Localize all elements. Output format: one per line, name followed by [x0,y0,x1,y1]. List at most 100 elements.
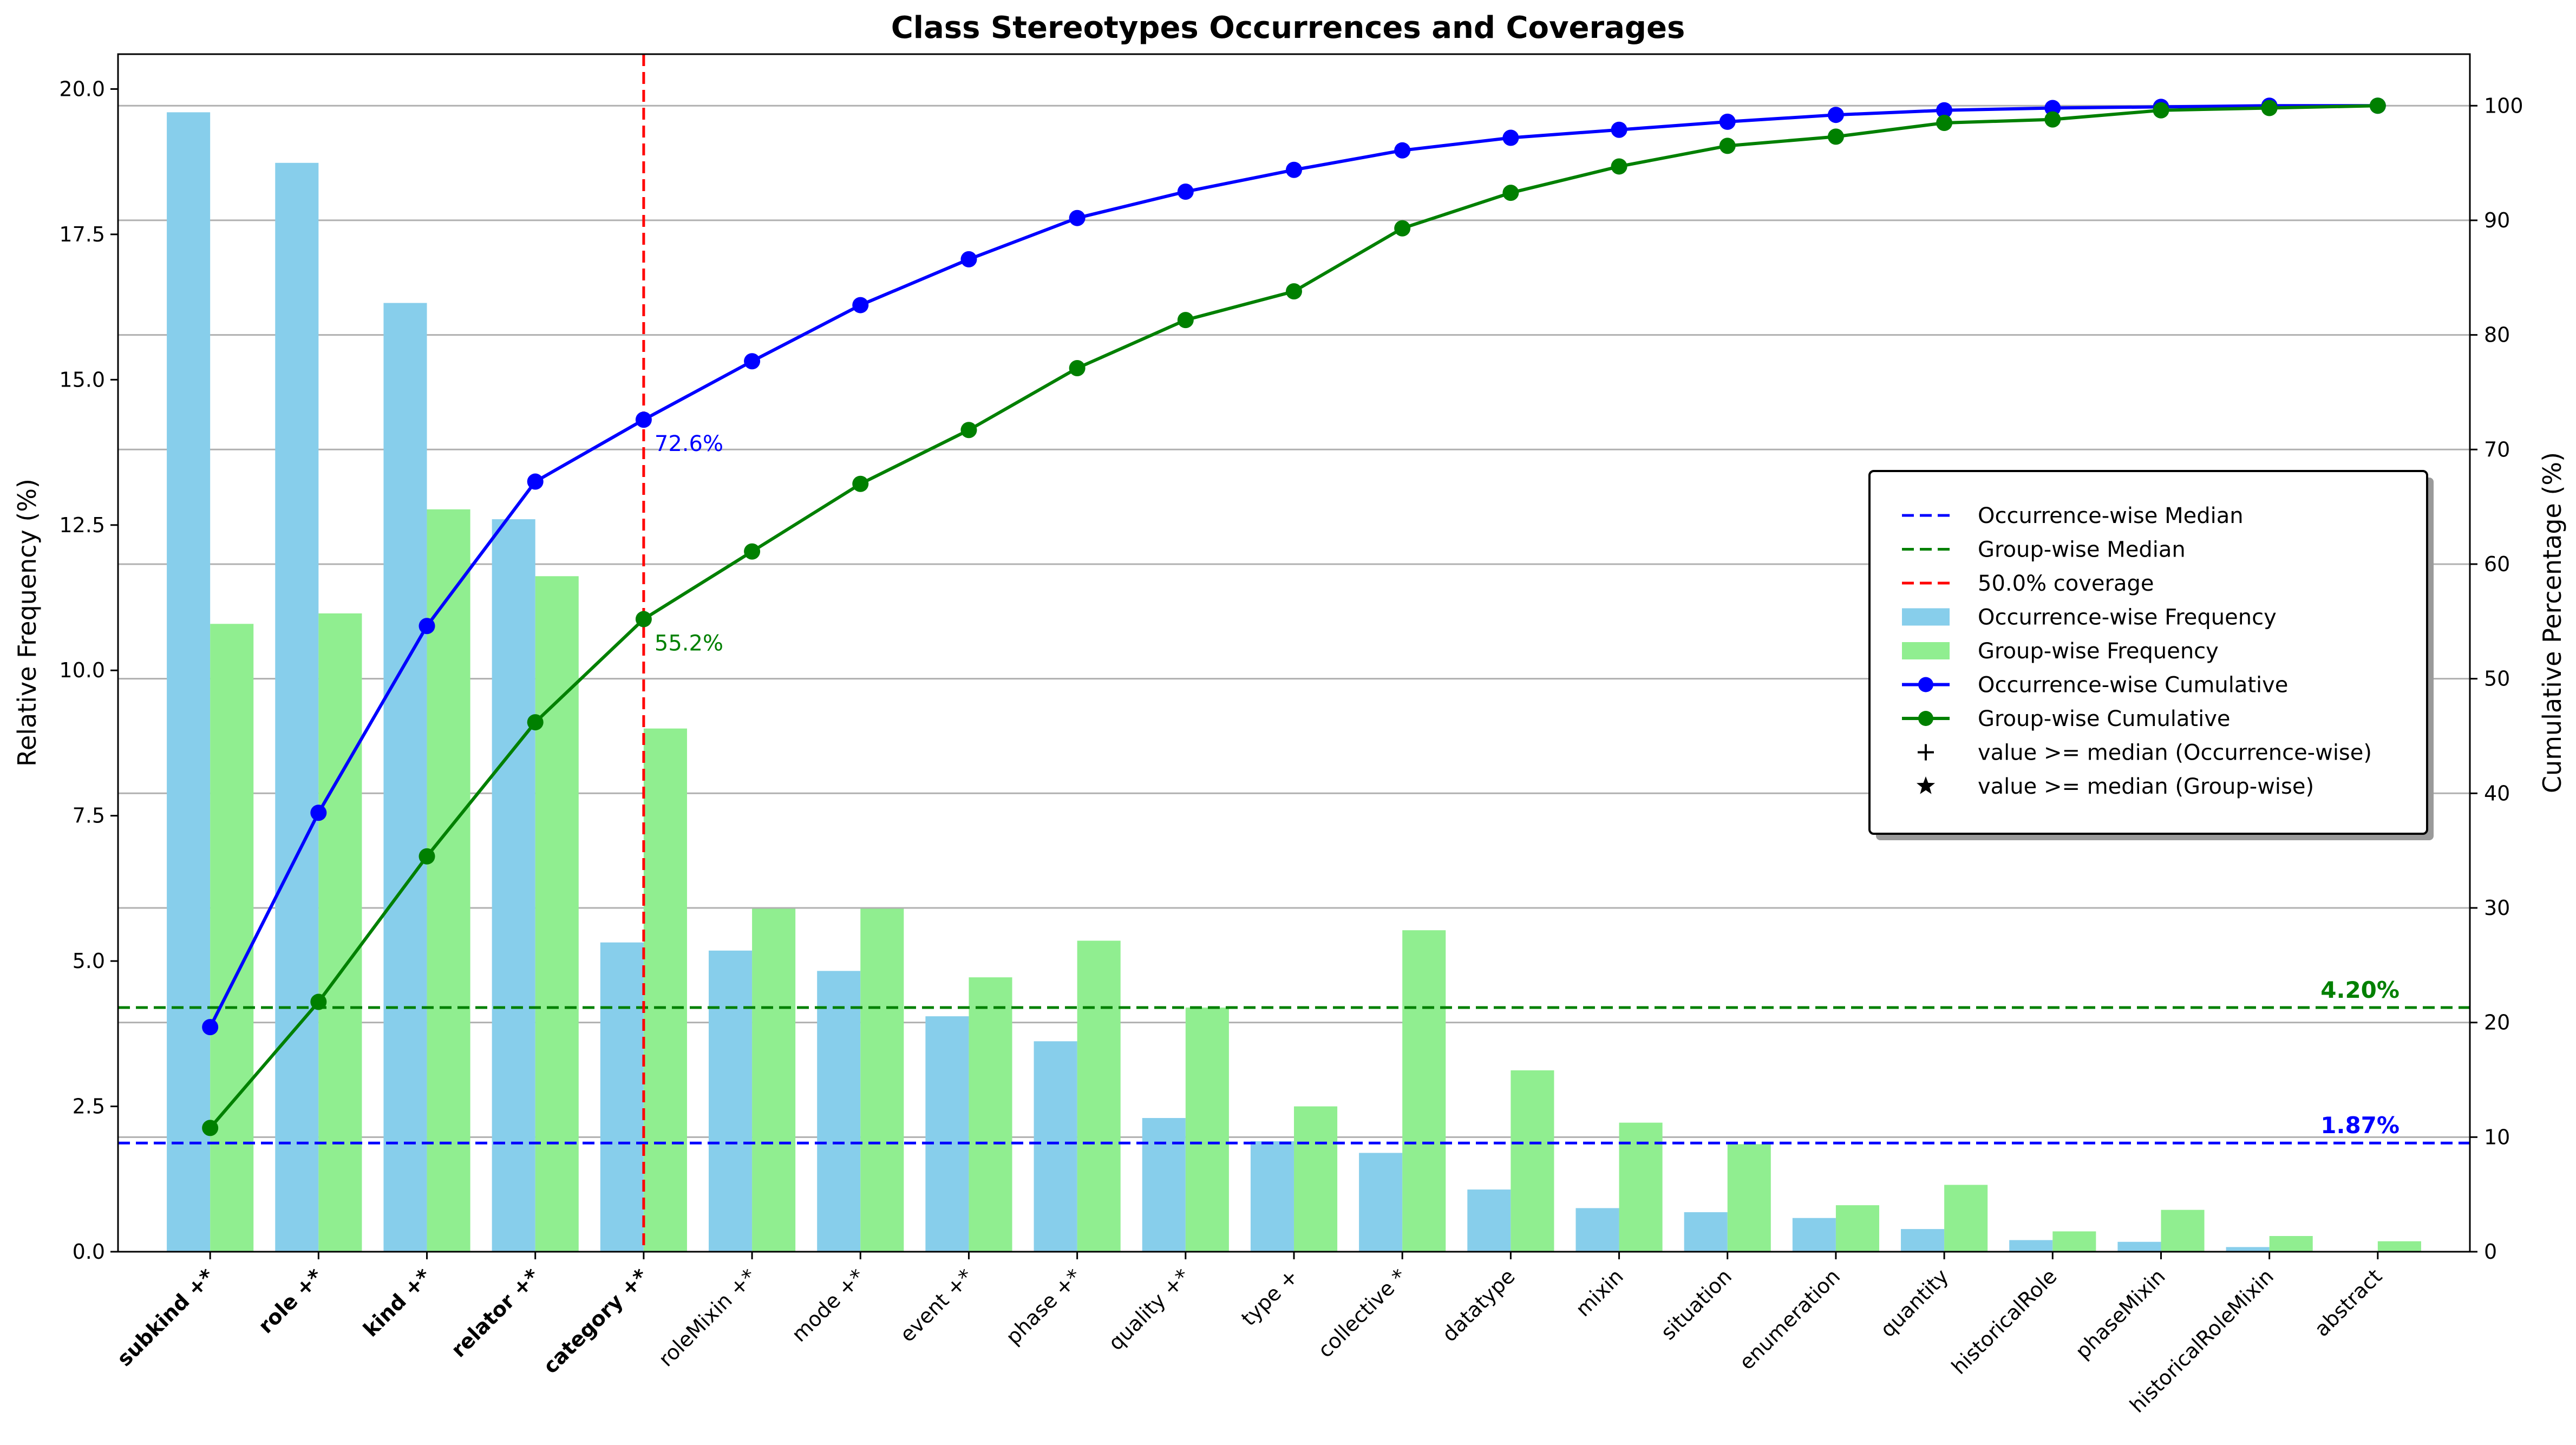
y-tick-label: 15.0 [59,368,105,391]
y2-tick-label: 60 [2484,552,2510,576]
cumulative-point [1069,359,1086,376]
reference-lines [118,54,2470,1252]
bar-group [1944,1185,1988,1252]
legend-label: Occurrence-wise Median [1978,504,2244,528]
legend-swatch-dot [1918,711,1933,726]
bar-occurrence [275,162,319,1252]
bar-group [1294,1106,1338,1252]
cumulative-point [2153,102,2169,119]
y2-tick-label: 70 [2484,437,2510,461]
cumulative-point [419,848,435,865]
cumulative-point [2044,111,2061,128]
cumulative-point [1611,158,1627,175]
legend-label: Occurrence-wise Frequency [1978,605,2277,630]
bar-occurrence [1901,1229,1945,1252]
cumulative-point [1502,129,1519,146]
cumulative-point [960,422,977,439]
cumulative-point [310,805,327,821]
cumulative-point [2369,97,2386,114]
labels: 1.87% 4.20% 72.6% 55.2% [655,431,2400,1139]
bar-occurrence [1467,1189,1511,1252]
y2-tick-label: 90 [2484,208,2510,232]
median-value-label: 4.20% [2320,977,2400,1003]
bar-occurrence [1684,1212,1728,1252]
y2-tick-label: 0 [2484,1240,2497,1264]
bar-group [860,908,904,1252]
coverage-annotation: 72.6% [655,431,723,456]
bar-group [1511,1070,1554,1252]
legend-swatch [1902,608,1950,626]
bar-group [1077,940,1121,1252]
cumulative-point [1719,138,1736,154]
bar-group [2377,1241,2421,1252]
cumulative-point [527,714,544,731]
legend-label: Occurrence-wise Cumulative [1978,673,2288,698]
cumulative-point [1177,312,1194,329]
legend-swatch-dot [1918,677,1933,692]
cumulative-point [527,473,544,490]
cumulative-point [852,297,869,313]
cumulative-point [1069,210,1086,226]
y-tick-label: 10.0 [59,658,105,682]
y-tick-label: 0.0 [73,1240,105,1264]
cumulative-point [419,618,435,635]
bar-occurrence [709,950,753,1252]
legend-label: 50.0% coverage [1978,571,2154,596]
bar-group [1835,1205,1879,1252]
bar-occurrence [1250,1141,1294,1252]
chart-title: Class Stereotypes Occurrences and Covera… [891,10,1685,45]
cumulative-point [1394,142,1411,159]
cumulative-point [1502,185,1519,201]
cumulative-point [1611,121,1627,138]
cumulative-point [1827,107,1844,123]
cumulative-point [744,353,761,370]
y-tick-label: 7.5 [73,804,105,828]
bars [167,112,2421,1252]
y2-tick-label: 30 [2484,896,2510,920]
y-tick-label: 2.5 [73,1095,105,1119]
legend-label: Group-wise Cumulative [1978,707,2231,731]
y-tick-label: 5.0 [73,949,105,973]
cumulative-point [1177,184,1194,200]
legend-label: Group-wise Frequency [1978,639,2219,664]
cumulative-point [635,411,652,428]
y2-tick-label: 80 [2484,323,2510,347]
cumulative-point [310,993,327,1010]
bar-occurrence [2009,1240,2053,1252]
bar-occurrence [1034,1041,1077,1252]
star-icon [1916,776,1936,794]
bar-group [210,624,254,1252]
bar-occurrence [1142,1118,1186,1252]
bar-group [1727,1144,1771,1252]
y2-tick-label: 10 [2484,1125,2510,1149]
bar-occurrence [383,303,427,1252]
cumulative-point [202,1019,219,1036]
cumulative-point [1286,283,1302,300]
bar-group [1402,930,1446,1252]
cumulative-point [202,1120,219,1136]
bar-occurrence [600,942,644,1252]
cumulative-point [1286,161,1302,178]
bar-occurrence [1792,1218,1836,1252]
median-value-label: 1.87% [2320,1112,2400,1139]
legend-label: value >= median (Occurrence-wise) [1978,741,2372,766]
plus-icon [1918,744,1934,761]
bar-group [535,576,579,1252]
bar-occurrence [492,519,535,1252]
y-tick-label: 20.0 [59,77,105,101]
bar-group [318,613,362,1252]
bar-occurrence [925,1016,969,1252]
legend-swatch [1902,642,1950,659]
bar-occurrence [167,112,211,1252]
bar-occurrence [817,971,861,1252]
coverage-annotation: 55.2% [655,631,723,656]
bar-group [1185,1008,1229,1252]
bar-occurrence [1575,1208,1619,1252]
bar-group [427,509,470,1252]
y-tick-label: 17.5 [59,223,105,246]
cumulative-point [1827,128,1844,145]
cumulative-point [2044,100,2061,116]
cumulative-point [852,475,869,492]
y2-tick-label: 100 [2484,94,2523,117]
